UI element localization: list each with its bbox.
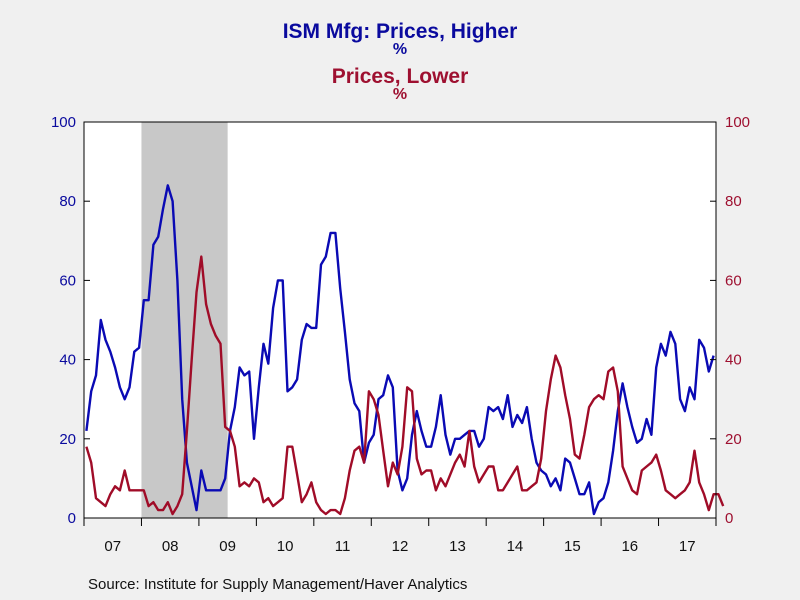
chart-title-higher: ISM Mfg: Prices, Higher — [282, 20, 518, 43]
series-line-prices-higher — [85, 184, 715, 516]
chart-title-lower: Prices, Lower — [331, 65, 469, 88]
x-tick-label: 17 — [679, 538, 696, 555]
y-right-tick-label: 20 — [725, 431, 742, 448]
source-note: Source: Institute for Supply Management/… — [88, 576, 468, 593]
x-tick-label: 13 — [449, 538, 466, 555]
chart-title-higher-unit: % — [392, 41, 408, 58]
plot-frame — [83, 121, 717, 519]
y-left-tick-label: 0 — [68, 510, 76, 527]
y-left-tick-label: 80 — [59, 193, 76, 210]
y-left-tick-label: 20 — [59, 431, 76, 448]
x-tick-label: 10 — [277, 538, 294, 555]
series-line-prices-lower — [85, 255, 725, 516]
y-left-tick-label: 40 — [59, 352, 76, 369]
x-tick-label: 16 — [621, 538, 638, 555]
y-right-tick-label: 40 — [725, 352, 742, 369]
x-tick-label: 07 — [104, 538, 121, 555]
x-tick-label: 08 — [162, 538, 179, 555]
x-tick-label: 12 — [392, 538, 409, 555]
y-left-tick-label: 100 — [51, 114, 76, 131]
x-tick-label: 09 — [219, 538, 236, 555]
y-right-tick-label: 80 — [725, 193, 742, 210]
chart-title-lower-unit: % — [392, 86, 408, 103]
y-right-tick-label: 0 — [725, 510, 733, 527]
x-tick-label: 15 — [564, 538, 581, 555]
x-tick-label: 11 — [335, 538, 351, 555]
y-right-tick-label: 100 — [725, 114, 750, 131]
y-right-tick-label: 60 — [725, 272, 742, 289]
y-left-tick-label: 60 — [59, 272, 76, 289]
x-tick-label: 14 — [507, 538, 524, 555]
